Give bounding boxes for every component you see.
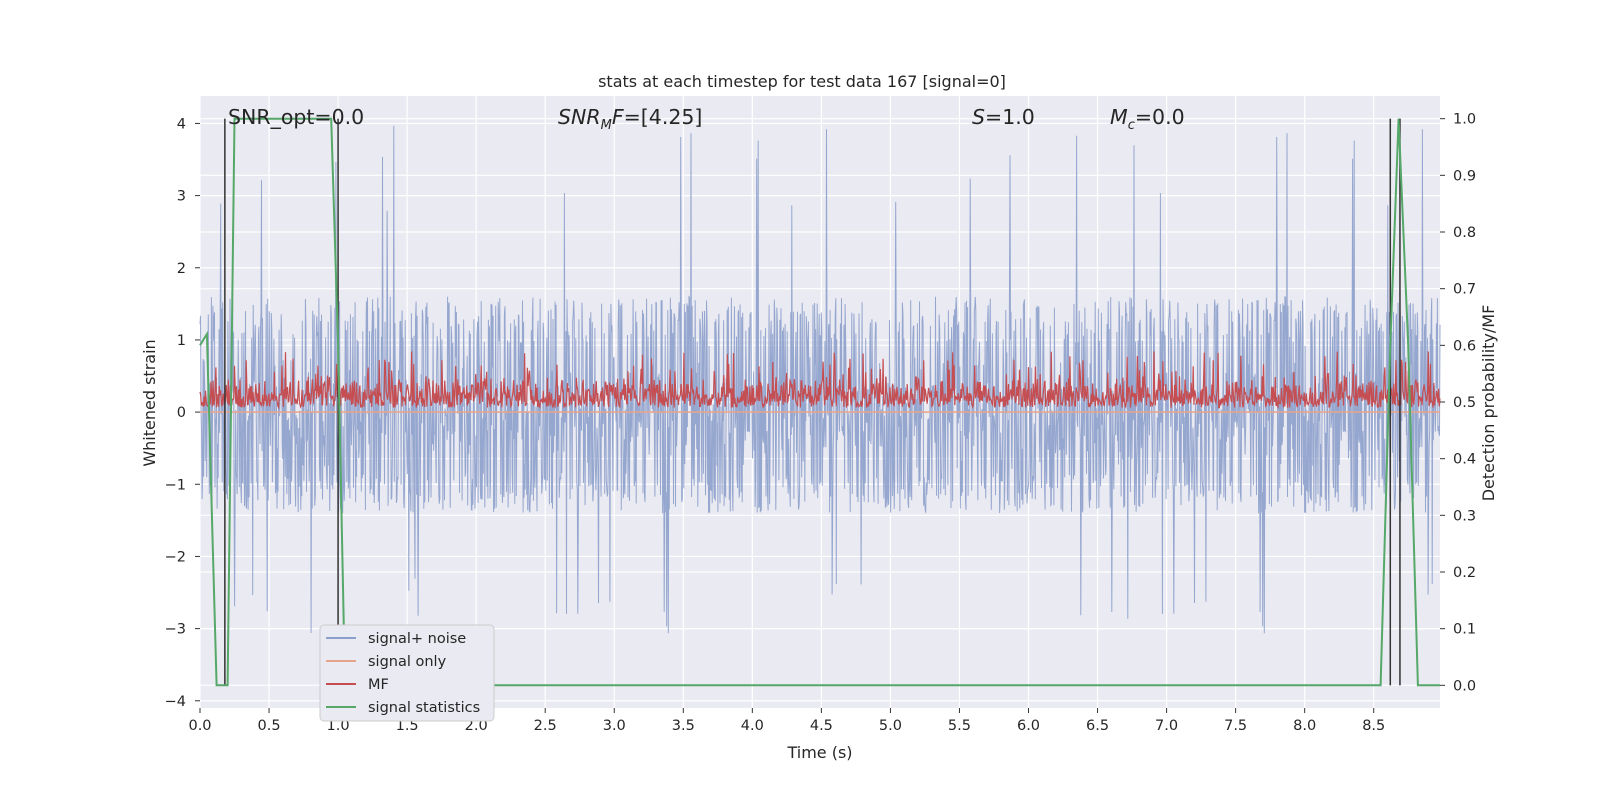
x-tick-label: 0.5 [258, 718, 281, 734]
x-tick-label: 4.0 [741, 718, 764, 734]
y-tick-label: 4 [177, 116, 186, 132]
right-tick-label: 0.2 [1453, 565, 1476, 581]
legend-label-signal-statistics: signal statistics [368, 700, 480, 716]
y-tick-label: −4 [165, 694, 186, 710]
x-tick-label: 7.5 [1224, 718, 1247, 734]
x-tick-label: 1.0 [327, 718, 350, 734]
x-tick-label: 3.5 [672, 718, 695, 734]
legend: signal+ noise signal only MF signal stat… [319, 624, 495, 722]
x-tick-label: 4.5 [810, 718, 833, 734]
annotation-mc: Mc=0.0 [1110, 105, 1185, 133]
y-tick-label: −1 [165, 477, 186, 493]
y-axis-label: Whitened strain [140, 339, 159, 466]
right-tick-label: 0.5 [1453, 395, 1476, 411]
annotation-snr-opt: SNR_opt=0.0 [228, 105, 364, 130]
right-tick-label: 0.7 [1453, 282, 1476, 298]
x-tick-label: 0.0 [188, 718, 211, 734]
x-tick-label: 8.0 [1293, 718, 1316, 734]
right-tick-label: 0.3 [1453, 508, 1476, 524]
x-tick-label: 8.5 [1362, 718, 1385, 734]
mf-series [199, 351, 1441, 410]
chart-title: stats at each timestep for test data 167… [598, 72, 1006, 91]
annotation-s: S=1.0 [972, 105, 1035, 129]
x-tick-label: 6.5 [1086, 718, 1109, 734]
x-tick-label: 2.0 [465, 718, 488, 734]
right-tick-label: 0.9 [1453, 168, 1476, 184]
right-tick-label: 0.4 [1453, 452, 1476, 468]
right-tick-label: 0.0 [1453, 678, 1476, 694]
legend-label-signal-only: signal only [368, 654, 447, 670]
vertical-markers [224, 118, 1401, 686]
y-tick-label: 1 [177, 333, 186, 349]
y-tick-label: −3 [165, 622, 186, 638]
mf-line [199, 351, 1441, 410]
y-tick-label: 3 [177, 189, 186, 205]
y-tick-label: 0 [177, 405, 186, 421]
y-tick-label: −2 [165, 549, 186, 565]
x-tick-label: 2.5 [534, 718, 557, 734]
x-axis-ticks: 0.0 0.5 1.0 1.5 2.0 2.5 3.0 3.5 4.0 4.5 5.0 5.5 6.0 6… [188, 708, 1385, 734]
right-tick-label: 0.8 [1453, 225, 1476, 241]
legend-label-signal-noise: signal+ noise [368, 631, 466, 647]
x-tick-label: 5.0 [879, 718, 902, 734]
x-tick-label: 6.0 [1017, 718, 1040, 734]
x-axis-label: Time (s) [786, 743, 852, 762]
x-tick-label: 1.5 [396, 718, 419, 734]
right-tick-label: 0.1 [1453, 622, 1476, 638]
y-tick-label: 2 [177, 261, 186, 277]
y-axis-ticks: −4 −3 −2 −1 0 1 2 3 4 [165, 116, 200, 710]
right-tick-label: 0.6 [1453, 338, 1476, 354]
legend-box [319, 624, 495, 722]
x-tick-label: 7.0 [1155, 718, 1178, 734]
right-axis-label: Detection probability/MF [1479, 305, 1498, 502]
right-tick-label: 1.0 [1453, 112, 1476, 128]
annotation-snr-mf: SNRMF=[4.25] [558, 105, 702, 133]
x-tick-label: 3.0 [603, 718, 626, 734]
right-axis-ticks: 0.0 0.1 0.2 0.3 0.4 0.5 0.6 0.7 0.8 0.9 1.0 [1440, 112, 1476, 694]
legend-label-mf: MF [368, 677, 389, 693]
x-tick-label: 5.5 [948, 718, 971, 734]
